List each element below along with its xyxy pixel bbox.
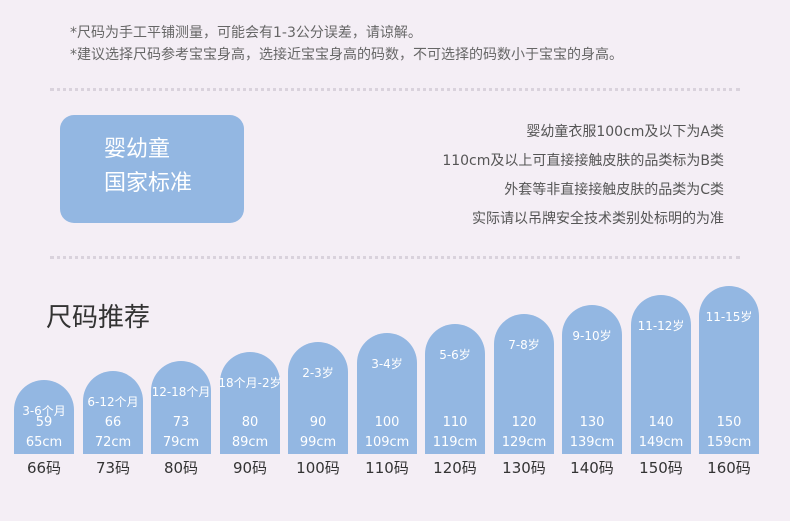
standard-note: 婴幼童衣服100cm及以下为A类 xyxy=(526,124,724,140)
size-bar: 11-12岁 140 149cm xyxy=(631,295,691,454)
size-range: 149cm xyxy=(638,435,684,450)
size-height: 130 xyxy=(579,415,605,430)
size-bar: 5-6岁 110 119cm xyxy=(425,324,485,454)
size-recommend-title: 尺码推荐 xyxy=(46,303,151,333)
size-range: 159cm xyxy=(706,435,752,450)
size-bar: 2-3岁 90 99cm xyxy=(288,342,348,454)
size-age: 2-3岁 xyxy=(302,366,334,380)
note-line: *建议选择尺码参考宝宝身高，选接近宝宝身高的码数，不可选择的码数小于宝宝的身高。 xyxy=(70,47,623,63)
size-height: 140 xyxy=(648,415,674,430)
measurement-notes: *尺码为手工平铺测量，可能会有1-3公分误差，请谅解。 *建议选择尺码参考宝宝身… xyxy=(70,22,623,66)
size-age: 9-10岁 xyxy=(572,329,612,343)
size-label: 100码 xyxy=(296,459,340,477)
size-range: 129cm xyxy=(501,435,547,450)
size-bar: 3-4岁 100 109cm xyxy=(357,333,417,454)
size-height: 110 xyxy=(442,415,468,430)
size-age: 3-4岁 xyxy=(371,357,403,371)
badge-line: 婴幼童 xyxy=(104,137,171,162)
size-label: 140码 xyxy=(570,459,614,477)
size-age: 3-6个月 xyxy=(22,404,66,418)
size-age: 6-12个月 xyxy=(87,395,139,409)
standard-notes: 婴幼童衣服100cm及以下为A类 110cm及以上可直接接触皮肤的品类标为B类 … xyxy=(442,118,724,234)
size-bar: 18个月-2岁 80 89cm xyxy=(218,352,282,454)
dotted-divider xyxy=(50,88,740,91)
standard-note: 实际请以吊牌安全技术类别处标明的为准 xyxy=(472,211,724,227)
size-label: 80码 xyxy=(163,459,199,477)
size-range: 99cm xyxy=(299,435,337,450)
size-label: 73码 xyxy=(95,459,131,477)
size-range: 119cm xyxy=(432,435,478,450)
size-label: 110码 xyxy=(365,459,409,477)
size-height: 66 xyxy=(104,415,122,430)
badge-line: 国家标准 xyxy=(104,171,193,196)
size-labels: 66码 73码 80码 90码 100码 110码 120码 130码 140码 150码 160码 xyxy=(14,457,784,477)
size-height: 100 xyxy=(374,415,400,430)
size-age: 5-6岁 xyxy=(439,348,471,362)
size-label: 130码 xyxy=(502,459,546,477)
size-label: 150码 xyxy=(639,459,683,477)
dotted-divider xyxy=(50,256,740,259)
size-age: 12-18个月 xyxy=(151,385,211,399)
size-range: 109cm xyxy=(364,435,410,450)
size-bars: 3-6个月 59 65cm 6-12个月 66 72cm 12-18个月 73 79cm 18个月… xyxy=(14,280,784,454)
size-height: 90 xyxy=(309,415,327,430)
size-label: 66码 xyxy=(26,459,62,477)
size-bar: 3-6个月 59 65cm xyxy=(14,380,74,454)
size-height: 80 xyxy=(241,415,259,430)
size-height: 73 xyxy=(172,415,190,430)
standard-note: 外套等非直接接触皮肤的品类为C类 xyxy=(504,182,724,198)
size-range: 65cm xyxy=(25,435,63,450)
standard-note: 110cm及以上可直接接触皮肤的品类标为B类 xyxy=(442,153,724,169)
size-height: 120 xyxy=(511,415,537,430)
size-bar: 6-12个月 66 72cm xyxy=(83,371,143,454)
size-range: 139cm xyxy=(569,435,615,450)
size-age: 11-15岁 xyxy=(705,310,753,324)
size-bar: 9-10岁 130 139cm xyxy=(562,305,622,454)
size-range: 72cm xyxy=(94,435,132,450)
size-age: 11-12岁 xyxy=(637,319,685,333)
size-age: 18个月-2岁 xyxy=(218,376,282,390)
size-range: 79cm xyxy=(162,435,200,450)
size-bar: 11-15岁 150 159cm xyxy=(699,286,759,454)
note-line: *尺码为手工平铺测量，可能会有1-3公分误差，请谅解。 xyxy=(70,25,422,41)
size-age: 7-8岁 xyxy=(508,338,540,352)
size-bar: 7-8岁 120 129cm xyxy=(494,314,554,454)
size-label: 160码 xyxy=(707,459,751,477)
size-range: 89cm xyxy=(231,435,269,450)
national-standard-badge: 婴幼童 国家标准 xyxy=(60,115,244,223)
size-height: 59 xyxy=(35,415,53,430)
size-label: 120码 xyxy=(433,459,477,477)
size-height: 150 xyxy=(716,415,742,430)
size-label: 90码 xyxy=(232,459,268,477)
size-bar: 12-18个月 73 79cm xyxy=(151,361,211,454)
